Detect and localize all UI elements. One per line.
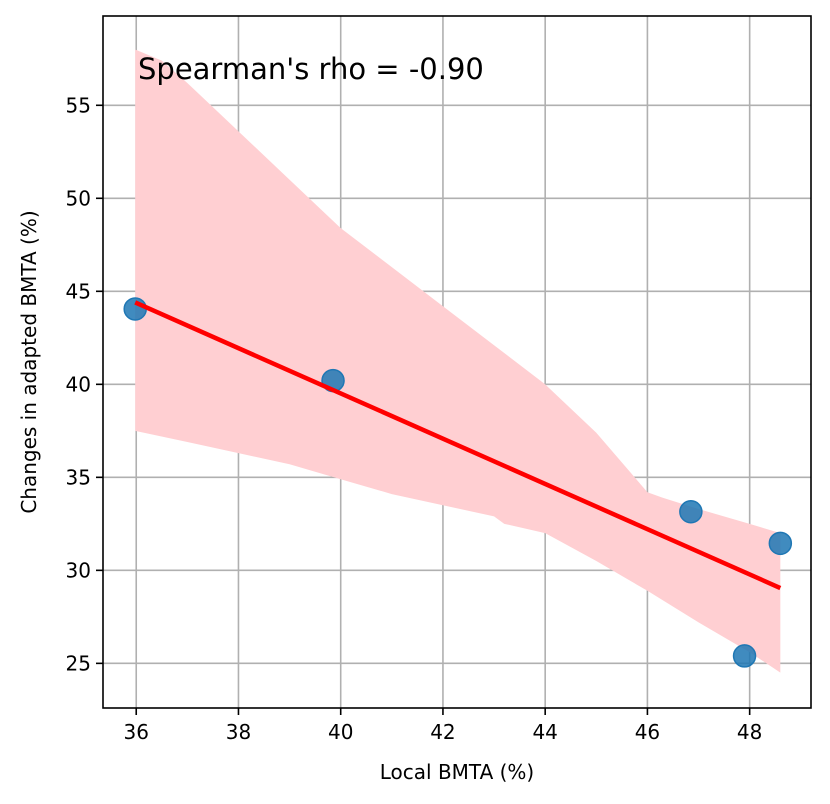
data-point <box>732 644 757 668</box>
y-tick-label: 35 <box>66 465 91 489</box>
y-tick-label: 25 <box>66 651 91 675</box>
data-point <box>123 297 147 321</box>
x-tick-label: 42 <box>430 720 455 744</box>
y-tick-label: 40 <box>66 372 91 396</box>
y-tick-label: 30 <box>66 558 91 582</box>
x-tick-label: 46 <box>635 720 660 744</box>
x-tick-label: 38 <box>226 720 251 744</box>
plot-frame <box>102 15 812 709</box>
y-tick-label: 45 <box>66 279 91 303</box>
y-axis-ticks: 25 30 35 40 45 50 55 <box>66 93 103 675</box>
y-tick-label: 50 <box>66 186 91 210</box>
spearman-annotation: Spearman's rho = -0.90 <box>138 52 484 86</box>
x-tick-label: 36 <box>124 720 149 744</box>
y-axis-label: Changes in adapted BMTA (%) <box>17 210 41 513</box>
x-axis-label: Local BMTA (%) <box>380 760 534 784</box>
data-point <box>768 531 793 556</box>
data-point <box>679 499 703 524</box>
x-axis-ticks: 36 38 40 42 44 46 48 <box>124 708 762 744</box>
confidence-band <box>135 49 781 673</box>
x-tick-label: 48 <box>737 720 762 744</box>
x-tick-label: 40 <box>328 720 353 744</box>
y-tick-label: 55 <box>66 93 91 117</box>
x-tick-label: 44 <box>532 720 557 744</box>
regression-line-layer <box>134 300 782 591</box>
confidence-band-layer <box>135 49 781 673</box>
regression-line <box>134 300 782 591</box>
